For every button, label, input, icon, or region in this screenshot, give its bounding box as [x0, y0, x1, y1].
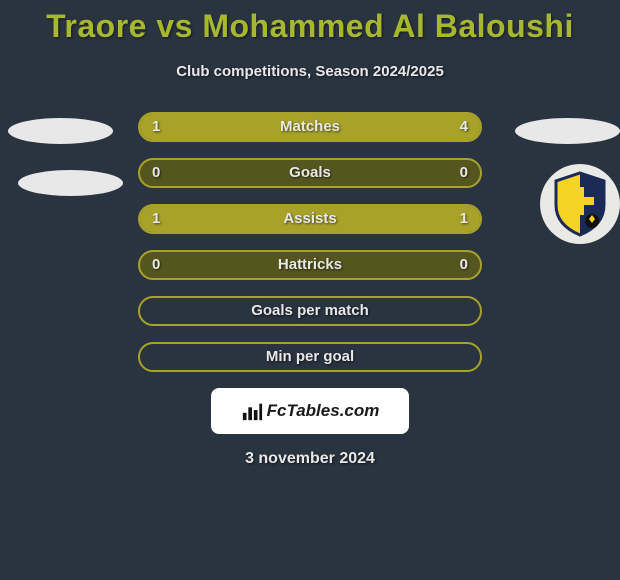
comparison-panel: 1 Matches 4 0 Goals 0 1 Assists 1 0 Hatt… [0, 112, 620, 468]
subtitle: Club competitions, Season 2024/2025 [0, 63, 620, 80]
stat-label: Min per goal [140, 344, 480, 370]
stat-value-right: 4 [460, 114, 468, 140]
brand-label: FcTables.com [267, 401, 380, 421]
player2-club-badge [540, 164, 620, 244]
stat-label: Assists [140, 206, 480, 232]
player1-club-placeholder [18, 170, 123, 196]
stat-label: Goals per match [140, 298, 480, 324]
stat-row-assists: 1 Assists 1 [138, 204, 482, 234]
player2-avatar-placeholder [515, 118, 620, 144]
stat-label: Goals [140, 160, 480, 186]
bars-icon [241, 400, 263, 422]
stat-row-matches: 1 Matches 4 [138, 112, 482, 142]
brand-pill[interactable]: FcTables.com [211, 388, 409, 434]
stat-row-mpg: Min per goal [138, 342, 482, 372]
stat-value-right: 0 [460, 252, 468, 278]
stat-label: Hattricks [140, 252, 480, 278]
stat-row-hattricks: 0 Hattricks 0 [138, 250, 482, 280]
stat-row-gpm: Goals per match [138, 296, 482, 326]
stat-value-right: 1 [460, 206, 468, 232]
player1-avatar-placeholder [8, 118, 113, 144]
page-title: Traore vs Mohammed Al Baloushi [0, 0, 620, 45]
stat-row-goals: 0 Goals 0 [138, 158, 482, 188]
stat-value-right: 0 [460, 160, 468, 186]
shield-icon [552, 171, 608, 237]
date-label: 3 november 2024 [0, 450, 620, 468]
stat-label: Matches [140, 114, 480, 140]
stat-bars: 1 Matches 4 0 Goals 0 1 Assists 1 0 Hatt… [138, 112, 482, 372]
